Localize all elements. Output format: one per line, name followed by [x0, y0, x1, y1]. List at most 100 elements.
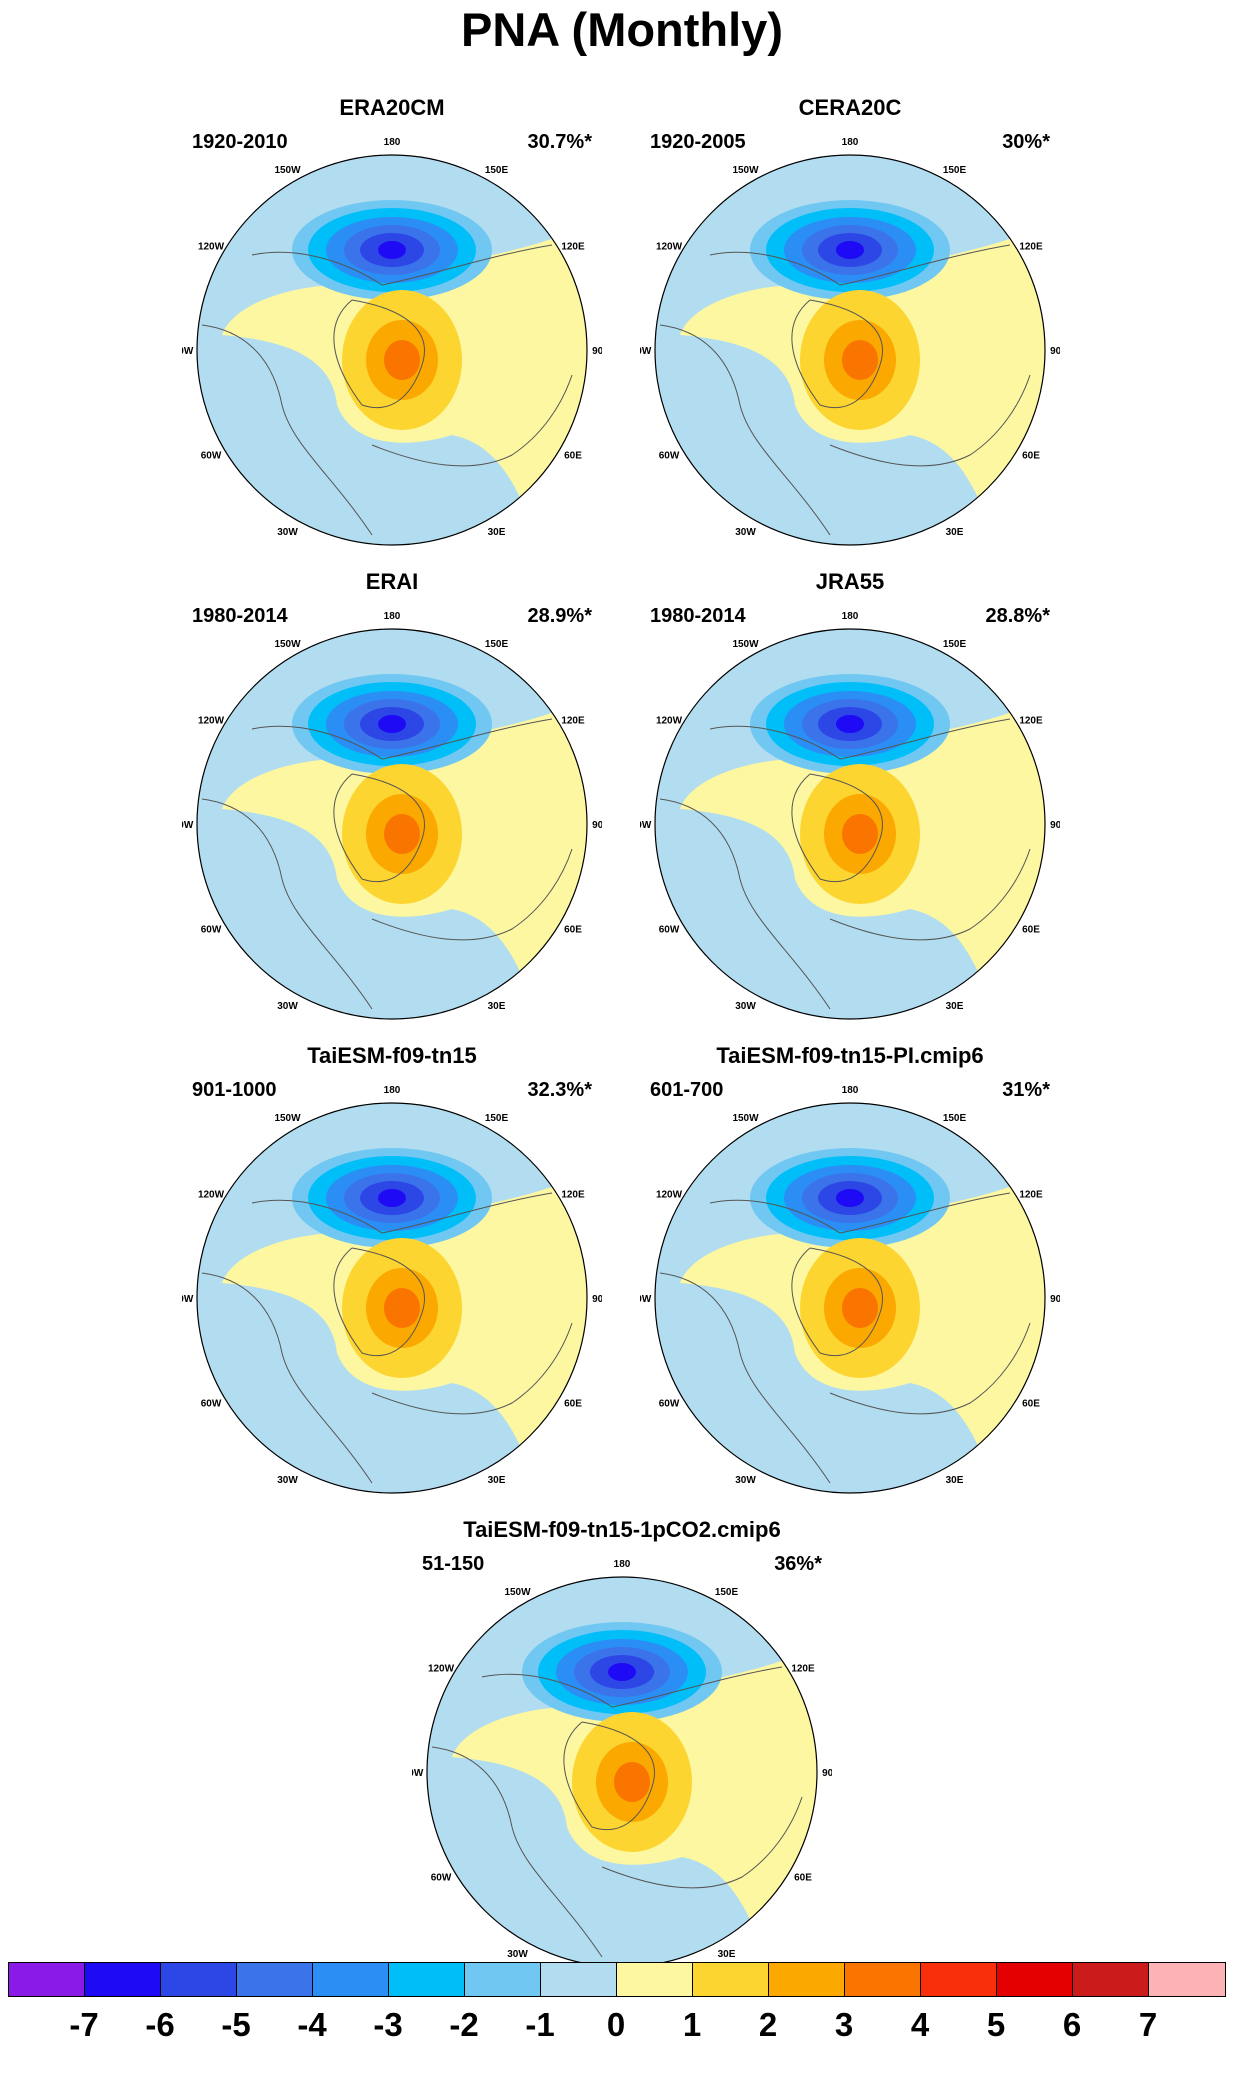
longitude-label: 120E	[791, 1664, 815, 1675]
longitude-label: 150E	[485, 1113, 509, 1124]
map-field	[197, 1103, 587, 1493]
coastline	[659, 798, 831, 1010]
longitude-label: 120W	[428, 1664, 455, 1675]
colorbar-tick-label: 3	[834, 2006, 854, 2043]
panel-explained-variance: 28.9%*	[527, 605, 593, 627]
colorbar-swatch	[389, 1963, 465, 1996]
positive-center-contour	[384, 1288, 420, 1328]
colorbar-swatch	[161, 1963, 237, 1996]
longitude-label: 150W	[732, 165, 759, 176]
longitude-label: 120W	[198, 1190, 225, 1201]
longitude-label: 90W	[182, 346, 194, 357]
longitude-label: 90W	[640, 820, 652, 831]
panel-period: 1920-2010	[192, 131, 288, 153]
panel-period: 601-700	[650, 1079, 724, 1101]
colorbar-swatch	[85, 1963, 161, 1996]
coastline	[659, 1272, 831, 1484]
panel-period: 1920-2005	[650, 131, 746, 153]
colorbar-tick-label: -5	[221, 2006, 251, 2043]
map-panel: ERAI1980-201428.9%*180150E120E90E60E30E0…	[182, 569, 602, 1020]
longitude-label: 90W	[412, 1768, 424, 1779]
coastline	[431, 1746, 603, 1958]
coastline	[251, 718, 553, 760]
colorbar-swatch	[465, 1963, 541, 1996]
coastline	[371, 1322, 573, 1415]
map-field	[655, 629, 1045, 1019]
longitude-label: 60W	[659, 1399, 680, 1410]
panel-title: CERA20C	[798, 95, 902, 120]
longitude-label: 120W	[656, 716, 683, 727]
longitude-label: 30E	[718, 1949, 736, 1960]
negative-center-contour	[836, 1189, 864, 1207]
colorbar-swatch	[845, 1963, 921, 1996]
colorbar-swatch	[693, 1963, 769, 1996]
coastline	[709, 1192, 1011, 1234]
panel-period: 1980-2014	[650, 605, 746, 627]
colorbar-swatches	[8, 1962, 1226, 1997]
longitude-label: 120W	[656, 1190, 683, 1201]
coastline	[709, 718, 1011, 760]
coastline	[333, 1247, 425, 1357]
map-boundary	[654, 1102, 1046, 1494]
longitude-label: 60E	[1022, 925, 1040, 936]
longitude-label: 180	[842, 1085, 859, 1096]
longitude-label: 90E	[1050, 820, 1060, 831]
longitude-label: 30E	[946, 527, 964, 538]
coastline	[791, 299, 883, 409]
panel-explained-variance: 31%*	[1002, 1079, 1050, 1101]
coastline	[201, 324, 373, 536]
longitude-label: 30W	[507, 1949, 528, 1960]
longitude-label: 180	[384, 137, 401, 148]
panel-title: TaiESM-f09-tn15-1pCO2.cmip6	[463, 1517, 781, 1542]
longitude-label: 30E	[946, 1475, 964, 1486]
longitude-label: 30E	[488, 1001, 506, 1012]
coastline	[201, 1272, 373, 1484]
panel-explained-variance: 30.7%*	[527, 131, 593, 153]
colorbar-tick-label: -7	[69, 2006, 99, 2043]
longitude-label: 150W	[732, 639, 759, 650]
colorbar-swatch	[921, 1963, 997, 1996]
positive-center-contour	[842, 814, 878, 854]
longitude-label: 180	[842, 611, 859, 622]
positive-center-contour	[384, 340, 420, 380]
polar-map: 180150E120E90E60E30E030W60W90W120W150W	[182, 611, 602, 1020]
page-title: PNA (Monthly)	[461, 3, 783, 56]
longitude-label: 150E	[943, 165, 967, 176]
coastline	[251, 1192, 553, 1234]
coastline	[333, 299, 425, 409]
coastline	[371, 848, 573, 941]
polar-map: 180150E120E90E60E30E030W60W90W120W150W	[640, 1085, 1060, 1494]
positive-center-contour	[842, 1288, 878, 1328]
longitude-label: 30W	[735, 1001, 756, 1012]
polar-map: 180150E120E90E60E30E030W60W90W120W150W	[640, 137, 1060, 546]
longitude-label: 60W	[659, 451, 680, 462]
longitude-label: 90E	[822, 1768, 832, 1779]
positive-center-contour	[842, 340, 878, 380]
coastline	[791, 773, 883, 883]
colorbar-tick-label: -2	[449, 2006, 479, 2043]
polar-map: 180150E120E90E60E30E030W60W90W120W150W	[640, 611, 1060, 1020]
panel-title: TaiESM-f09-tn15	[307, 1043, 477, 1068]
longitude-label: 30W	[735, 527, 756, 538]
colorbar-tick-label: 7	[1138, 2006, 1158, 2043]
map-boundary	[654, 154, 1046, 546]
longitude-label: 120E	[1019, 1190, 1043, 1201]
map-panel: TaiESM-f09-tn15 901-1000 32.3%* 180 150E 120E…	[182, 1043, 602, 1494]
longitude-label: 30E	[946, 1001, 964, 1012]
coastline	[791, 1247, 883, 1357]
colorbar: -7 -6 -5 -4 -3 -2 -1 0 1 2 3 4 5 6 7	[8, 1962, 1236, 2077]
colorbar-swatch	[1073, 1963, 1149, 1996]
panel-period: 901-1000	[192, 1079, 277, 1101]
map-panel: ERA20CM 1920-2010 30.7%* 180 150E 120E 90E 60E 3…	[182, 95, 602, 546]
panel-explained-variance: 36%*	[774, 1553, 822, 1575]
polar-map: 180150E120E90E60E30E030W60W90W120W150W	[412, 1559, 832, 1968]
map-field	[427, 1577, 817, 1967]
longitude-label: 90W	[182, 1294, 194, 1305]
negative-center-contour	[836, 715, 864, 733]
colorbar-swatch	[769, 1963, 845, 1996]
colorbar-swatch	[9, 1963, 85, 1996]
map-boundary	[196, 628, 588, 1020]
colorbar-swatch	[313, 1963, 389, 1996]
longitude-label: 120W	[198, 716, 225, 727]
longitude-label: 60W	[201, 925, 222, 936]
